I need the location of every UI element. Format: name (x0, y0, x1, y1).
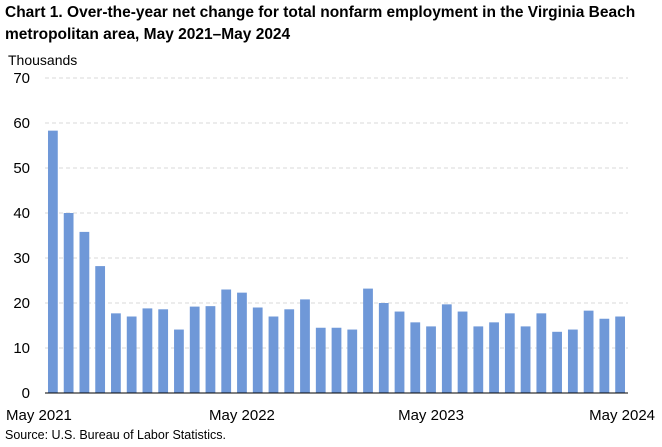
bar (504, 313, 515, 393)
bar (552, 331, 562, 393)
x-tick-label: May 2023 (398, 407, 464, 424)
bar (47, 130, 58, 393)
bar (489, 322, 499, 393)
bar (536, 313, 547, 393)
bar (567, 329, 578, 393)
bar (363, 288, 373, 393)
x-tick-label: May 2022 (209, 407, 275, 424)
bar (189, 306, 200, 393)
bar (252, 307, 263, 393)
bar (473, 326, 484, 393)
y-tick-label: 10 (13, 340, 30, 357)
bar (221, 289, 232, 393)
bar (331, 327, 342, 393)
bar (394, 311, 405, 393)
bar (95, 266, 106, 393)
y-tick-label: 30 (13, 250, 30, 267)
bar (615, 316, 626, 393)
bar (410, 322, 421, 393)
chart-title: Chart 1. Over-the-year net change for to… (5, 4, 636, 43)
bar (520, 326, 531, 393)
y-tick-label: 40 (13, 205, 30, 222)
y-tick-label: 60 (13, 115, 30, 132)
y-tick-label: 0 (22, 385, 30, 402)
bar (347, 329, 358, 393)
bar (284, 309, 295, 393)
y-tick-label: 70 (13, 70, 30, 87)
bar (142, 308, 153, 393)
y-tick-label: 50 (13, 160, 30, 177)
bar (158, 309, 169, 393)
bar (205, 306, 216, 393)
bar (426, 326, 436, 393)
y-axis-label: Thousands (8, 52, 78, 68)
bar (378, 303, 389, 393)
x-tick-label: May 2024 (589, 407, 655, 424)
bar (126, 316, 137, 393)
y-tick-label: 20 (13, 295, 30, 312)
bar (268, 316, 279, 393)
bar (79, 231, 90, 393)
bar (300, 299, 310, 393)
bar (111, 313, 121, 393)
bar (599, 318, 610, 393)
bar (237, 292, 247, 393)
x-tick-label: May 2021 (6, 407, 72, 424)
bar (583, 310, 594, 393)
source-note: Source: U.S. Bureau of Labor Statistics. (5, 428, 226, 442)
bar (174, 329, 184, 393)
bar (441, 304, 452, 393)
bar (63, 213, 74, 393)
bar (315, 327, 326, 393)
bar (457, 311, 468, 393)
